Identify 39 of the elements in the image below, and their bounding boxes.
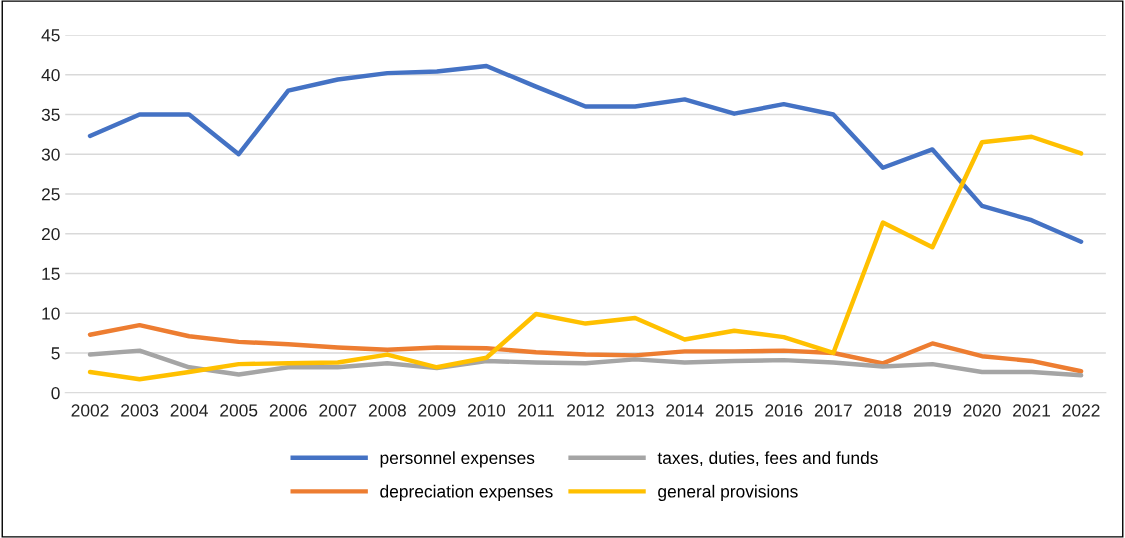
x-tick-label: 2017 [814, 404, 852, 417]
legend-label: general provisions [658, 484, 798, 502]
y-tick-label: 45 [41, 29, 60, 42]
x-tick-label: 2004 [170, 404, 208, 417]
line-series [87, 322, 1084, 374]
line-series [87, 63, 1084, 244]
x-tick-label: 2018 [864, 404, 902, 417]
y-tick-label: 35 [41, 108, 60, 121]
y-tick-label: 5 [51, 347, 60, 360]
x-tick-label: 2013 [616, 404, 654, 417]
x-tick-label: 2022 [1062, 404, 1100, 417]
x-tick-label: 2009 [418, 404, 456, 417]
x-tick-label: 2005 [220, 404, 258, 417]
x-tick-label: 2003 [121, 404, 159, 417]
y-tick-label: 40 [41, 68, 60, 82]
y-tick-label: 30 [41, 148, 60, 161]
x-tick-label: 2019 [914, 404, 951, 417]
line-series [87, 348, 1084, 378]
legend-label: personnel expenses [380, 451, 535, 468]
y-tick-label: 10 [42, 307, 60, 320]
x-tick-label: 2021 [1013, 404, 1051, 417]
y-tick-label: 15 [42, 267, 60, 280]
x-tick-label: 2014 [666, 404, 704, 417]
line-series [87, 134, 1084, 382]
x-tick-label: 2016 [765, 404, 803, 417]
y-tick-label: 20 [41, 227, 60, 241]
legend-label: taxes, duties, fees and funds [657, 451, 878, 467]
x-tick-label: 2010 [468, 404, 506, 417]
y-tick-label: 25 [41, 188, 60, 201]
x-tick-label: 2002 [71, 404, 109, 417]
x-tick-label: 2007 [319, 404, 357, 417]
x-tick-label: 2015 [715, 404, 753, 417]
y-tick-label: 0 [51, 386, 60, 400]
legend-label: depreciation expenses [380, 484, 553, 502]
x-tick-label: 2020 [963, 404, 1001, 417]
x-tick-label: 2011 [518, 404, 554, 417]
x-tick-label: 2012 [567, 404, 604, 417]
x-tick-label: 2006 [269, 404, 307, 417]
x-tick-label: 2008 [368, 404, 406, 417]
